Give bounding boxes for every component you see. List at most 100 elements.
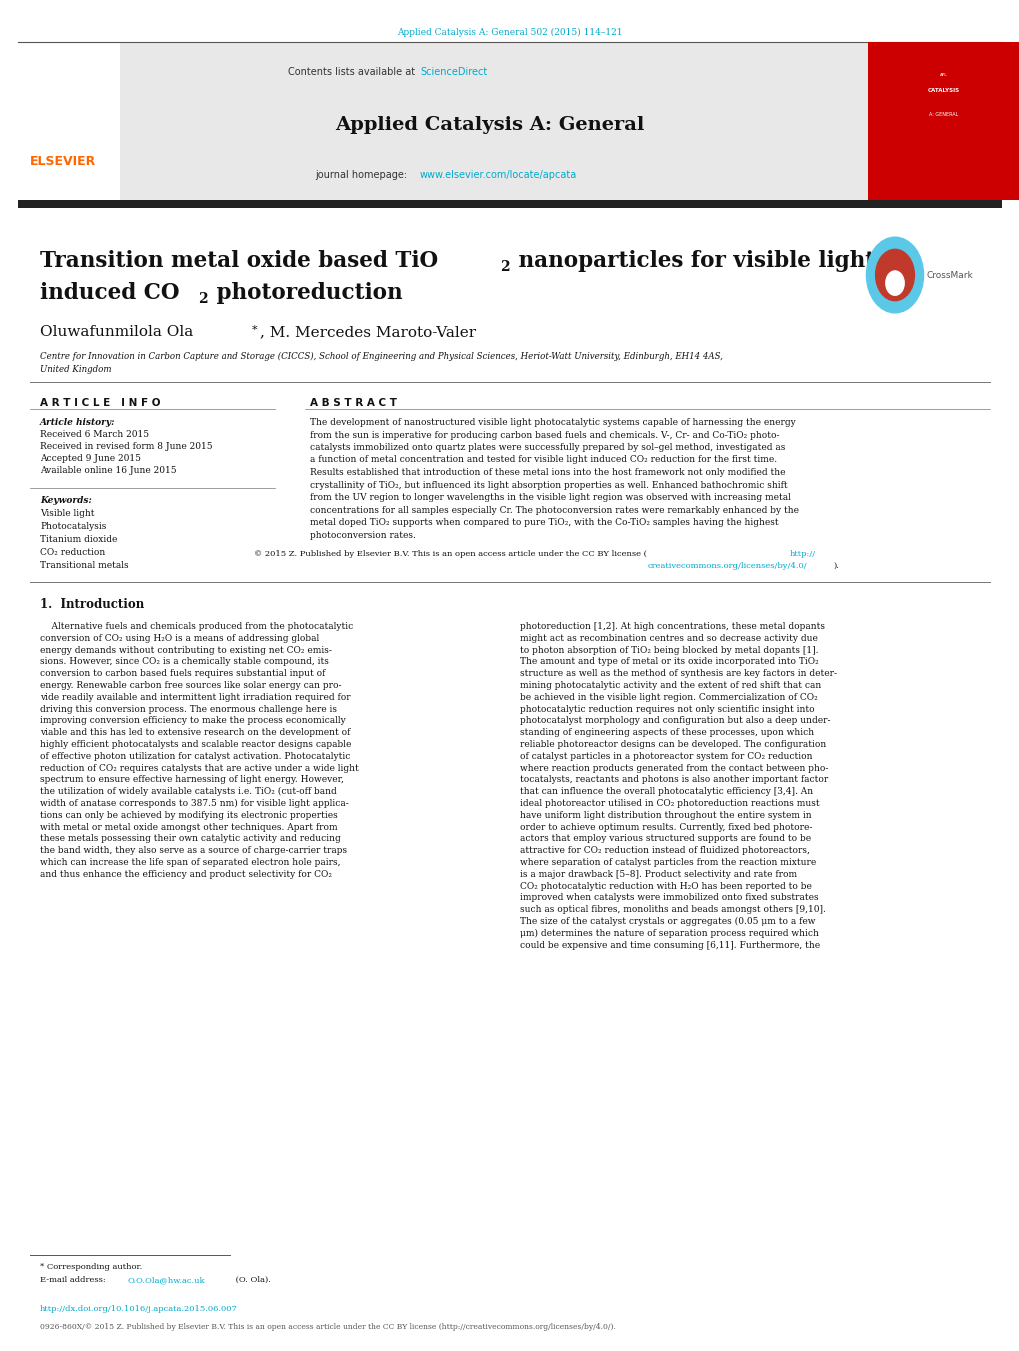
Text: concentrations for all samples especially Cr. The photoconversion rates were rem: concentrations for all samples especiall…: [310, 505, 798, 515]
Text: tions can only be achieved by modifying its electronic properties: tions can only be achieved by modifying …: [40, 811, 337, 820]
Text: Centre for Innovation in Carbon Capture and Storage (CICCS), School of Engineeri: Centre for Innovation in Carbon Capture …: [40, 353, 722, 361]
Text: creativecommons.org/licenses/by/4.0/: creativecommons.org/licenses/by/4.0/: [647, 562, 807, 570]
Text: where reaction products generated from the contact between pho-: where reaction products generated from t…: [520, 763, 827, 773]
Text: structure as well as the method of synthesis are key factors in deter-: structure as well as the method of synth…: [520, 669, 837, 678]
Text: where separation of catalyst particles from the reaction mixture: where separation of catalyst particles f…: [520, 858, 815, 867]
Text: the band width, they also serve as a source of charge-carrier traps: the band width, they also serve as a sou…: [40, 846, 346, 855]
Text: photoconversion rates.: photoconversion rates.: [310, 531, 416, 539]
Text: of effective photon utilization for catalyst activation. Photocatalytic: of effective photon utilization for cata…: [40, 751, 351, 761]
Text: CATALYSIS: CATALYSIS: [927, 88, 959, 92]
Text: conversion to carbon based fuels requires substantial input of: conversion to carbon based fuels require…: [40, 669, 325, 678]
Text: standing of engineering aspects of these processes, upon which: standing of engineering aspects of these…: [520, 728, 813, 738]
Text: © 2015 Z. Published by Elsevier B.V. This is an open access article under the CC: © 2015 Z. Published by Elsevier B.V. Thi…: [254, 550, 646, 558]
Text: mining photocatalytic activity and the extent of red shift that can: mining photocatalytic activity and the e…: [520, 681, 820, 690]
Text: Visible light: Visible light: [40, 509, 95, 517]
Text: attractive for CO₂ reduction instead of fluidized photoreactors,: attractive for CO₂ reduction instead of …: [520, 846, 809, 855]
Bar: [18, 200, 1001, 208]
Text: A R T I C L E   I N F O: A R T I C L E I N F O: [40, 399, 160, 408]
Text: United Kingdom: United Kingdom: [40, 365, 111, 374]
Text: the utilization of widely available catalysts i.e. TiO₂ (cut-off band: the utilization of widely available cata…: [40, 788, 336, 796]
Text: spectrum to ensure effective harnessing of light energy. However,: spectrum to ensure effective harnessing …: [40, 775, 343, 785]
Bar: [867, 42, 1019, 200]
Text: width of anatase corresponds to 387.5 nm) for visible light applica-: width of anatase corresponds to 387.5 nm…: [40, 798, 348, 808]
Text: ELSEVIER: ELSEVIER: [30, 155, 96, 168]
Text: Available online 16 June 2015: Available online 16 June 2015: [40, 466, 176, 476]
Text: tocatalysts, reactants and photons is also another important factor: tocatalysts, reactants and photons is al…: [520, 775, 827, 785]
Text: such as optical fibres, monoliths and beads amongst others [9,10].: such as optical fibres, monoliths and be…: [520, 905, 825, 915]
Text: The amount and type of metal or its oxide incorporated into TiO₂: The amount and type of metal or its oxid…: [520, 658, 818, 666]
Text: induced CO: induced CO: [40, 282, 179, 304]
Text: Applied Catalysis A: General: Applied Catalysis A: General: [335, 116, 644, 134]
Text: with metal or metal oxide amongst other techniques. Apart from: with metal or metal oxide amongst other …: [40, 823, 337, 832]
Text: metal doped TiO₂ supports when compared to pure TiO₂, with the Co-TiO₂ samples h: metal doped TiO₂ supports when compared …: [310, 517, 777, 527]
Circle shape: [884, 272, 903, 296]
Text: highly efficient photocatalysts and scalable reactor designs capable: highly efficient photocatalysts and scal…: [40, 740, 351, 748]
Circle shape: [865, 238, 922, 313]
Text: Contents lists available at: Contents lists available at: [287, 68, 418, 77]
Text: The development of nanostructured visible light photocatalytic systems capable o: The development of nanostructured visibl…: [310, 417, 795, 427]
Bar: [120, 42, 867, 200]
Text: *: *: [252, 326, 258, 335]
Text: Article history:: Article history:: [40, 417, 115, 427]
Text: http://dx.doi.org/10.1016/j.apcata.2015.06.007: http://dx.doi.org/10.1016/j.apcata.2015.…: [40, 1305, 237, 1313]
Text: photoreduction [1,2]. At high concentrations, these metal dopants: photoreduction [1,2]. At high concentrat…: [520, 621, 824, 631]
Text: E-mail address:: E-mail address:: [40, 1275, 108, 1283]
Text: 2: 2: [499, 259, 510, 274]
Text: 1.  Introduction: 1. Introduction: [40, 598, 144, 611]
Text: A: GENERAL: A: GENERAL: [928, 112, 958, 118]
Text: Received in revised form 8 June 2015: Received in revised form 8 June 2015: [40, 442, 212, 451]
Text: photoreduction: photoreduction: [209, 282, 403, 304]
Text: μm) determines the nature of separation process required which: μm) determines the nature of separation …: [520, 928, 818, 938]
Text: these metals possessing their own catalytic activity and reducing: these metals possessing their own cataly…: [40, 835, 340, 843]
Text: from the sun is imperative for producing carbon based fuels and chemicals. V-, C: from the sun is imperative for producing…: [310, 431, 779, 439]
Text: be achieved in the visible light region. Commercialization of CO₂: be achieved in the visible light region.…: [520, 693, 817, 701]
Text: Received 6 March 2015: Received 6 March 2015: [40, 430, 149, 439]
Text: * Corresponding author.: * Corresponding author.: [40, 1263, 142, 1271]
Circle shape: [874, 250, 913, 301]
Text: improved when catalysts were immobilized onto fixed substrates: improved when catalysts were immobilized…: [520, 893, 818, 902]
Text: 0926-860X/© 2015 Z. Published by Elsevier B.V. This is an open access article un: 0926-860X/© 2015 Z. Published by Elsevie…: [40, 1323, 615, 1331]
Text: vide readily available and intermittent light irradiation required for: vide readily available and intermittent …: [40, 693, 351, 701]
Text: 2: 2: [198, 292, 208, 305]
Text: ScienceDirect: ScienceDirect: [420, 68, 487, 77]
Text: might act as recombination centres and so decrease activity due: might act as recombination centres and s…: [520, 634, 817, 643]
Text: Transition metal oxide based TiO: Transition metal oxide based TiO: [40, 250, 438, 272]
Bar: [18, 42, 120, 200]
Text: to photon absorption of TiO₂ being blocked by metal dopants [1].: to photon absorption of TiO₂ being block…: [520, 646, 817, 655]
Text: is a major drawback [5–8]. Product selectivity and rate from: is a major drawback [5–8]. Product selec…: [520, 870, 796, 878]
Text: of catalyst particles in a photoreactor system for CO₂ reduction: of catalyst particles in a photoreactor …: [520, 751, 812, 761]
Text: energy. Renewable carbon free sources like solar energy can pro-: energy. Renewable carbon free sources li…: [40, 681, 341, 690]
Text: Applied Catalysis A: General 502 (2015) 114–121: Applied Catalysis A: General 502 (2015) …: [396, 28, 623, 36]
Text: from the UV region to longer wavelengths in the visible light region was observe: from the UV region to longer wavelengths…: [310, 493, 790, 503]
Text: photocatalyst morphology and configuration but also a deep under-: photocatalyst morphology and configurati…: [520, 716, 829, 725]
Text: and thus enhance the efficiency and product selectivity for CO₂: and thus enhance the efficiency and prod…: [40, 870, 331, 878]
Text: crystallinity of TiO₂, but influenced its light absorption properties as well. E: crystallinity of TiO₂, but influenced it…: [310, 481, 787, 489]
Text: that can influence the overall photocatalytic efficiency [3,4]. An: that can influence the overall photocata…: [520, 788, 812, 796]
Text: , M. Mercedes Maroto-Valer: , M. Mercedes Maroto-Valer: [260, 326, 476, 339]
Text: Keywords:: Keywords:: [40, 496, 92, 505]
Text: Oluwafunmilola Ola: Oluwafunmilola Ola: [40, 326, 193, 339]
Text: ideal photoreactor utilised in CO₂ photoreduction reactions must: ideal photoreactor utilised in CO₂ photo…: [520, 798, 819, 808]
Text: photocatalytic reduction requires not only scientific insight into: photocatalytic reduction requires not on…: [520, 705, 814, 713]
Text: have uniform light distribution throughout the entire system in: have uniform light distribution througho…: [520, 811, 811, 820]
Text: ).: ).: [833, 562, 838, 570]
Text: energy demands without contributing to existing net CO₂ emis-: energy demands without contributing to e…: [40, 646, 331, 655]
Text: Titanium dioxide: Titanium dioxide: [40, 535, 117, 544]
Text: reliable photoreactor designs can be developed. The configuration: reliable photoreactor designs can be dev…: [520, 740, 825, 748]
Text: sions. However, since CO₂ is a chemically stable compound, its: sions. However, since CO₂ is a chemicall…: [40, 658, 328, 666]
Text: could be expensive and time consuming [6,11]. Furthermore, the: could be expensive and time consuming [6…: [520, 940, 819, 950]
Text: order to achieve optimum results. Currently, fixed bed photore-: order to achieve optimum results. Curren…: [520, 823, 811, 832]
Text: improving conversion efficiency to make the process economically: improving conversion efficiency to make …: [40, 716, 345, 725]
Text: Transitional metals: Transitional metals: [40, 561, 128, 570]
Text: A B S T R A C T: A B S T R A C T: [310, 399, 396, 408]
Text: O.O.Ola@hw.ac.uk: O.O.Ola@hw.ac.uk: [127, 1275, 206, 1283]
Text: The size of the catalyst crystals or aggregates (0.05 μm to a few: The size of the catalyst crystals or agg…: [520, 917, 815, 927]
Text: (O. Ola).: (O. Ola).: [232, 1275, 271, 1283]
Text: nanoparticles for visible light: nanoparticles for visible light: [511, 250, 874, 272]
Text: www.elsevier.com/locate/apcata: www.elsevier.com/locate/apcata: [420, 170, 577, 180]
Text: APL: APL: [940, 73, 947, 77]
Text: CrossMark: CrossMark: [926, 270, 973, 280]
Text: Alternative fuels and chemicals produced from the photocatalytic: Alternative fuels and chemicals produced…: [40, 621, 353, 631]
Text: viable and this has led to extensive research on the development of: viable and this has led to extensive res…: [40, 728, 351, 738]
Text: journal homepage:: journal homepage:: [315, 170, 410, 180]
